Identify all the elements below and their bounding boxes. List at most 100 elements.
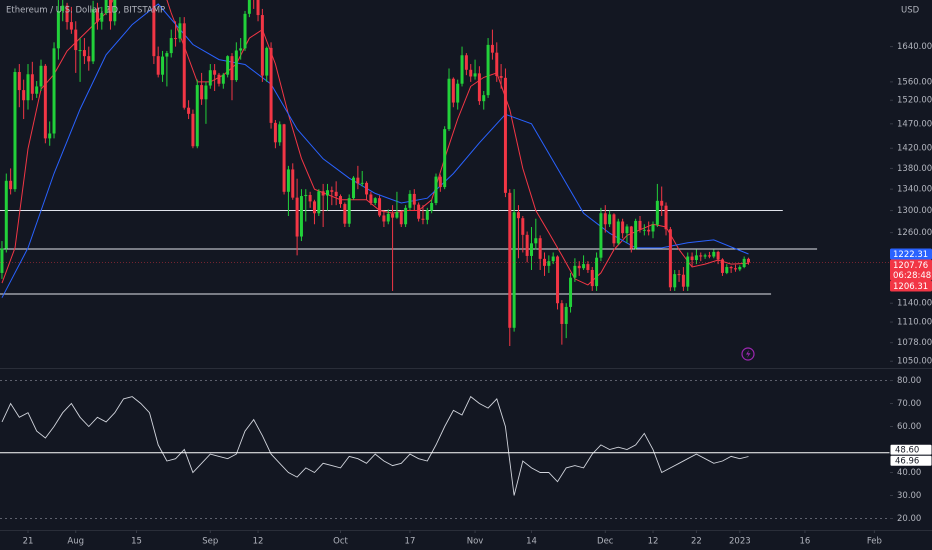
candle-body bbox=[104, 0, 108, 14]
candle-body bbox=[430, 202, 434, 211]
candle-body bbox=[573, 265, 577, 278]
candle-body bbox=[434, 176, 438, 203]
candle-body bbox=[26, 74, 30, 101]
candle-body bbox=[564, 306, 568, 324]
candle-body bbox=[334, 191, 338, 197]
candle-body bbox=[256, 0, 260, 16]
candle-body bbox=[538, 238, 542, 259]
candle-body bbox=[65, 5, 69, 23]
candle-body bbox=[56, 10, 60, 49]
candle-body bbox=[438, 176, 442, 188]
x-tick-label: 12 bbox=[648, 537, 659, 547]
candle-body bbox=[95, 8, 99, 22]
value-badge-bg bbox=[889, 454, 932, 467]
x-tick-label: 16 bbox=[800, 537, 811, 547]
countdown: 06:28:48 bbox=[893, 271, 931, 281]
candle-body bbox=[447, 78, 451, 130]
icon-bolt[interactable] bbox=[746, 350, 751, 358]
candle-body bbox=[321, 191, 325, 196]
candle-body bbox=[638, 220, 642, 230]
candle-body bbox=[651, 224, 655, 232]
candle-body bbox=[577, 265, 581, 269]
icon-circle[interactable] bbox=[741, 347, 755, 361]
candle-body bbox=[373, 198, 377, 203]
x-tick-label: 15 bbox=[131, 537, 142, 547]
price-pane bbox=[0, 0, 890, 346]
candle-body bbox=[386, 213, 390, 222]
candle-body bbox=[260, 15, 264, 76]
rsi-pane bbox=[0, 380, 890, 519]
candle-body bbox=[412, 193, 416, 205]
y-tick-label: 20.00 bbox=[897, 514, 921, 524]
candle-body bbox=[269, 47, 273, 123]
y-tick-label: 1078.00 bbox=[897, 338, 932, 348]
candle-body bbox=[469, 69, 473, 77]
candle-body bbox=[599, 213, 603, 258]
candle-body bbox=[217, 74, 221, 84]
candle-body bbox=[91, 8, 95, 62]
candle-body bbox=[512, 212, 516, 328]
candle-body bbox=[286, 169, 290, 192]
candle-body bbox=[716, 251, 720, 260]
candle-body bbox=[330, 190, 334, 192]
candle-body bbox=[299, 196, 303, 237]
y-tick-label: 1110.00 bbox=[897, 318, 932, 328]
candle-body bbox=[529, 243, 533, 256]
candle-body bbox=[395, 212, 399, 218]
candle-body bbox=[82, 50, 86, 57]
candle-body bbox=[642, 229, 646, 231]
y-tick-label: 1640.00 bbox=[897, 42, 932, 52]
value-badge: 46.96 bbox=[895, 457, 919, 467]
y-tick-label: 80.00 bbox=[897, 376, 921, 386]
candle-body bbox=[352, 177, 356, 199]
candle-body bbox=[291, 169, 295, 198]
candle-body bbox=[417, 204, 421, 219]
candle-body bbox=[234, 50, 238, 81]
candle-body bbox=[165, 53, 169, 57]
y-tick-label: 1050.00 bbox=[897, 357, 932, 367]
candle-body bbox=[634, 220, 638, 249]
candle-body bbox=[208, 70, 212, 86]
candle-body bbox=[551, 256, 555, 262]
y-tick-label: 1520.00 bbox=[897, 96, 932, 106]
candle-body bbox=[404, 207, 408, 225]
price-badge: 1207.76 bbox=[893, 261, 928, 271]
candle-body bbox=[108, 0, 112, 22]
candle-body bbox=[0, 248, 4, 273]
candle-body bbox=[499, 76, 503, 78]
candle-body bbox=[729, 267, 733, 269]
candle-body bbox=[369, 194, 373, 203]
candle-body bbox=[378, 198, 382, 216]
candle-body bbox=[74, 29, 78, 51]
x-tick-label: Dec bbox=[597, 537, 614, 547]
y-tick-label: 60.00 bbox=[897, 422, 921, 432]
candle-body bbox=[534, 238, 538, 244]
candle-body bbox=[707, 255, 711, 257]
candle-body bbox=[182, 23, 186, 108]
candle-body bbox=[612, 214, 616, 244]
candle-body bbox=[655, 200, 659, 225]
candle-body bbox=[239, 48, 243, 51]
candle-body bbox=[391, 213, 395, 218]
currency: USD bbox=[901, 6, 920, 16]
x-tick-label: Aug bbox=[67, 537, 84, 547]
candle-body bbox=[733, 268, 737, 270]
candle-body bbox=[699, 255, 703, 257]
replay-icon[interactable] bbox=[741, 347, 755, 361]
candle-body bbox=[703, 255, 707, 257]
candle-body bbox=[625, 226, 629, 234]
candle-body bbox=[382, 215, 386, 222]
price-badge: 1222.31 bbox=[893, 250, 928, 260]
value-badge: 48.60 bbox=[895, 446, 919, 456]
candle-body bbox=[312, 201, 316, 214]
candle-body bbox=[347, 198, 351, 224]
candle-body bbox=[495, 52, 499, 77]
x-tick-label: 14 bbox=[526, 537, 537, 547]
candle-body bbox=[742, 258, 746, 268]
y-tick-label: 1340.00 bbox=[897, 185, 932, 195]
y-tick-label: 1300.00 bbox=[897, 206, 932, 216]
candle-body bbox=[738, 267, 742, 270]
candle-body bbox=[273, 122, 277, 143]
candle-body bbox=[30, 74, 34, 94]
